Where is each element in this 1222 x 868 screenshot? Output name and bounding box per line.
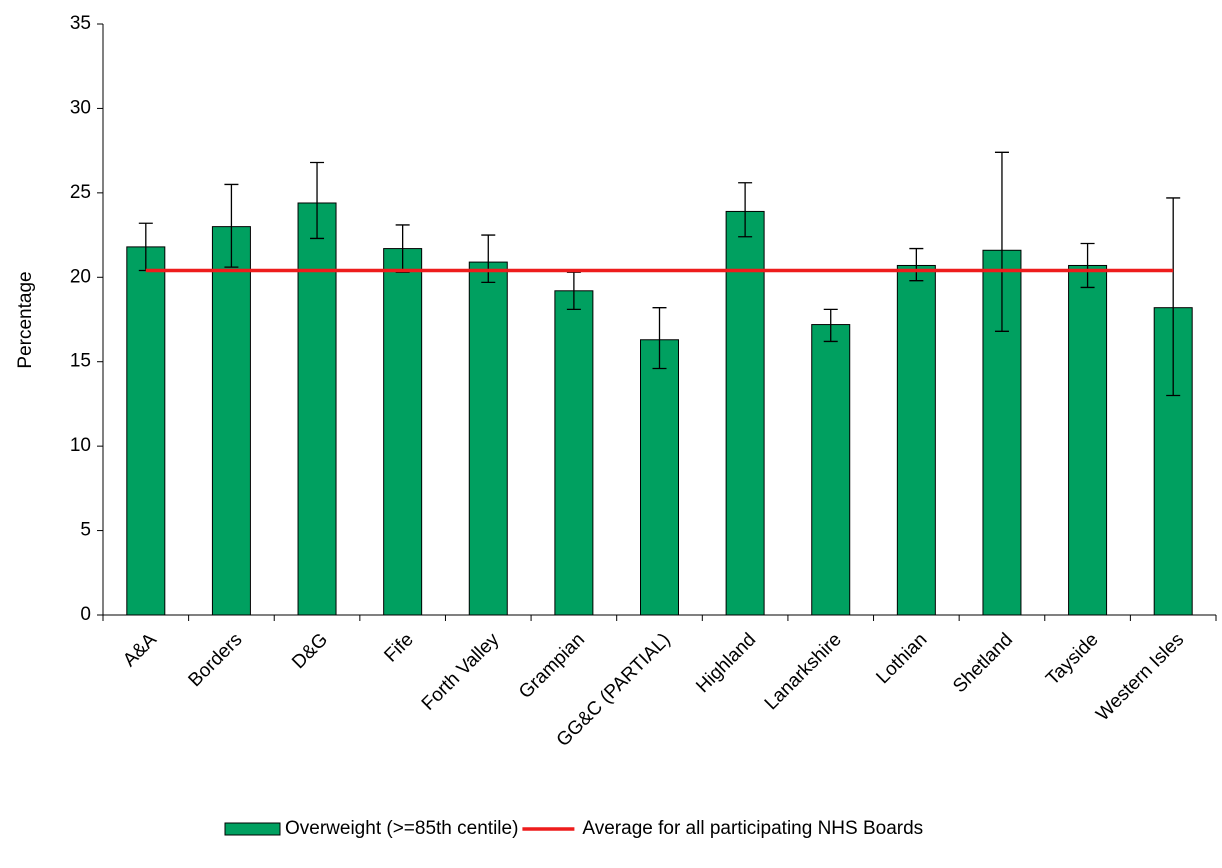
bar [725,210,765,616]
bar [211,226,251,616]
error-bar [909,247,924,282]
y-tick-label: 20 [70,266,91,287]
x-tick-label: Lothian [872,629,931,688]
y-tick-label: 35 [70,13,91,34]
legend-label: Average for all participating NHS Boards [582,818,923,839]
y-tick-label: 5 [80,520,91,541]
bar [640,339,679,616]
y-tick-label: 30 [70,97,91,118]
bar [554,290,594,616]
error-bar [652,307,667,370]
bar [468,261,508,616]
error-bar [481,234,496,284]
legend-label: Overweight (>=85th centile) [285,818,518,839]
x-tick-label: Tayside [1042,629,1102,689]
bar [383,248,423,616]
x-tick-label: Grampian [515,629,589,703]
error-bar [310,161,325,240]
y-tick-label: 25 [70,182,91,203]
x-tick-label: Borders [185,629,247,691]
error-bar [1166,197,1181,397]
x-tick-label: D&G [288,629,332,673]
bar [896,264,936,616]
y-tick-label: 15 [70,351,91,372]
error-bar [994,151,1009,332]
error-bar [1080,242,1095,289]
error-bar [738,182,753,238]
bar [811,324,851,616]
x-tick-label: Forth Valley [418,629,504,715]
bar [1068,264,1108,616]
error-bar [224,183,239,268]
x-tick-label: Lanarkshire [761,629,846,714]
x-tick-label: Highland [692,629,760,697]
x-tick-label: Shetland [949,629,1017,697]
x-tick-label: A&A [119,629,161,671]
x-tick-label: Western Isles [1092,629,1188,725]
bar [126,246,166,616]
bar [297,202,337,616]
legend-swatch [224,822,281,836]
y-tick-label: 10 [70,435,91,456]
y-tick-label: 0 [80,604,91,625]
x-tick-label: Fife [380,629,417,666]
error-bar [823,308,838,343]
y-axis-label: Percentage [15,271,36,368]
